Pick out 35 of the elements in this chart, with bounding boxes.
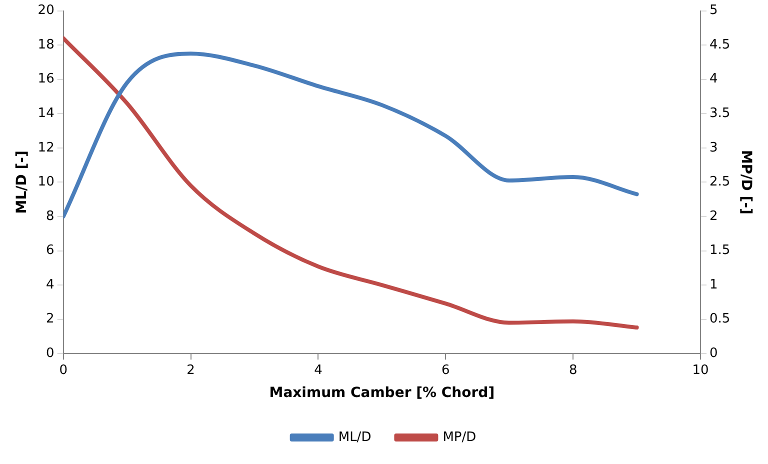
- y2-tick-label: 3: [710, 140, 718, 156]
- legend-label: ML/D: [338, 430, 372, 445]
- y-tick-label: 4: [46, 277, 54, 292]
- y-tick-label: 20: [38, 3, 54, 18]
- x-tick-label: 8: [568, 362, 578, 378]
- line-series: [63, 36, 639, 330]
- y-tick-label: 18: [38, 37, 54, 52]
- x-axis-title: Maximum Camber [% Chord]: [269, 385, 495, 402]
- y2-tick-label: 0: [710, 346, 718, 361]
- y-tick-label: 14: [38, 106, 54, 122]
- y-tick-label: 12: [38, 140, 54, 156]
- y2-tick-label: 2.5: [710, 174, 730, 190]
- x-tick-label: 10: [692, 362, 709, 378]
- y-tick-label: 16: [38, 72, 54, 87]
- x-tick-label: 0: [59, 362, 68, 378]
- y2-tick-label: 3.5: [710, 106, 730, 122]
- y2-tick-label: 4: [710, 72, 718, 87]
- y-axis-title: ML/D [-]: [14, 150, 30, 214]
- y-tick-label: 0: [46, 346, 54, 361]
- y2-tick-label: 1.5: [710, 243, 730, 258]
- y-tick-label: 8: [46, 208, 54, 224]
- y2-axis-title: MP/D [-]: [738, 150, 754, 214]
- y2-tick-label: 0.5: [710, 312, 730, 327]
- y2-tick-label: 4.5: [710, 37, 730, 52]
- y-tick-label: 2: [46, 312, 54, 327]
- legend-label: MP/D: [442, 430, 476, 445]
- line-series: [63, 52, 639, 218]
- y-tick-label: 10: [38, 174, 54, 190]
- x-tick-label: 4: [314, 362, 322, 378]
- y-tick-label: 6: [46, 243, 54, 258]
- y2-tick-label: 2: [710, 208, 718, 224]
- y2-tick-label: 5: [710, 3, 718, 18]
- x-tick-label: 6: [442, 362, 450, 378]
- y2-tick-label: 1: [710, 277, 718, 292]
- x-tick-label: 2: [186, 362, 195, 378]
